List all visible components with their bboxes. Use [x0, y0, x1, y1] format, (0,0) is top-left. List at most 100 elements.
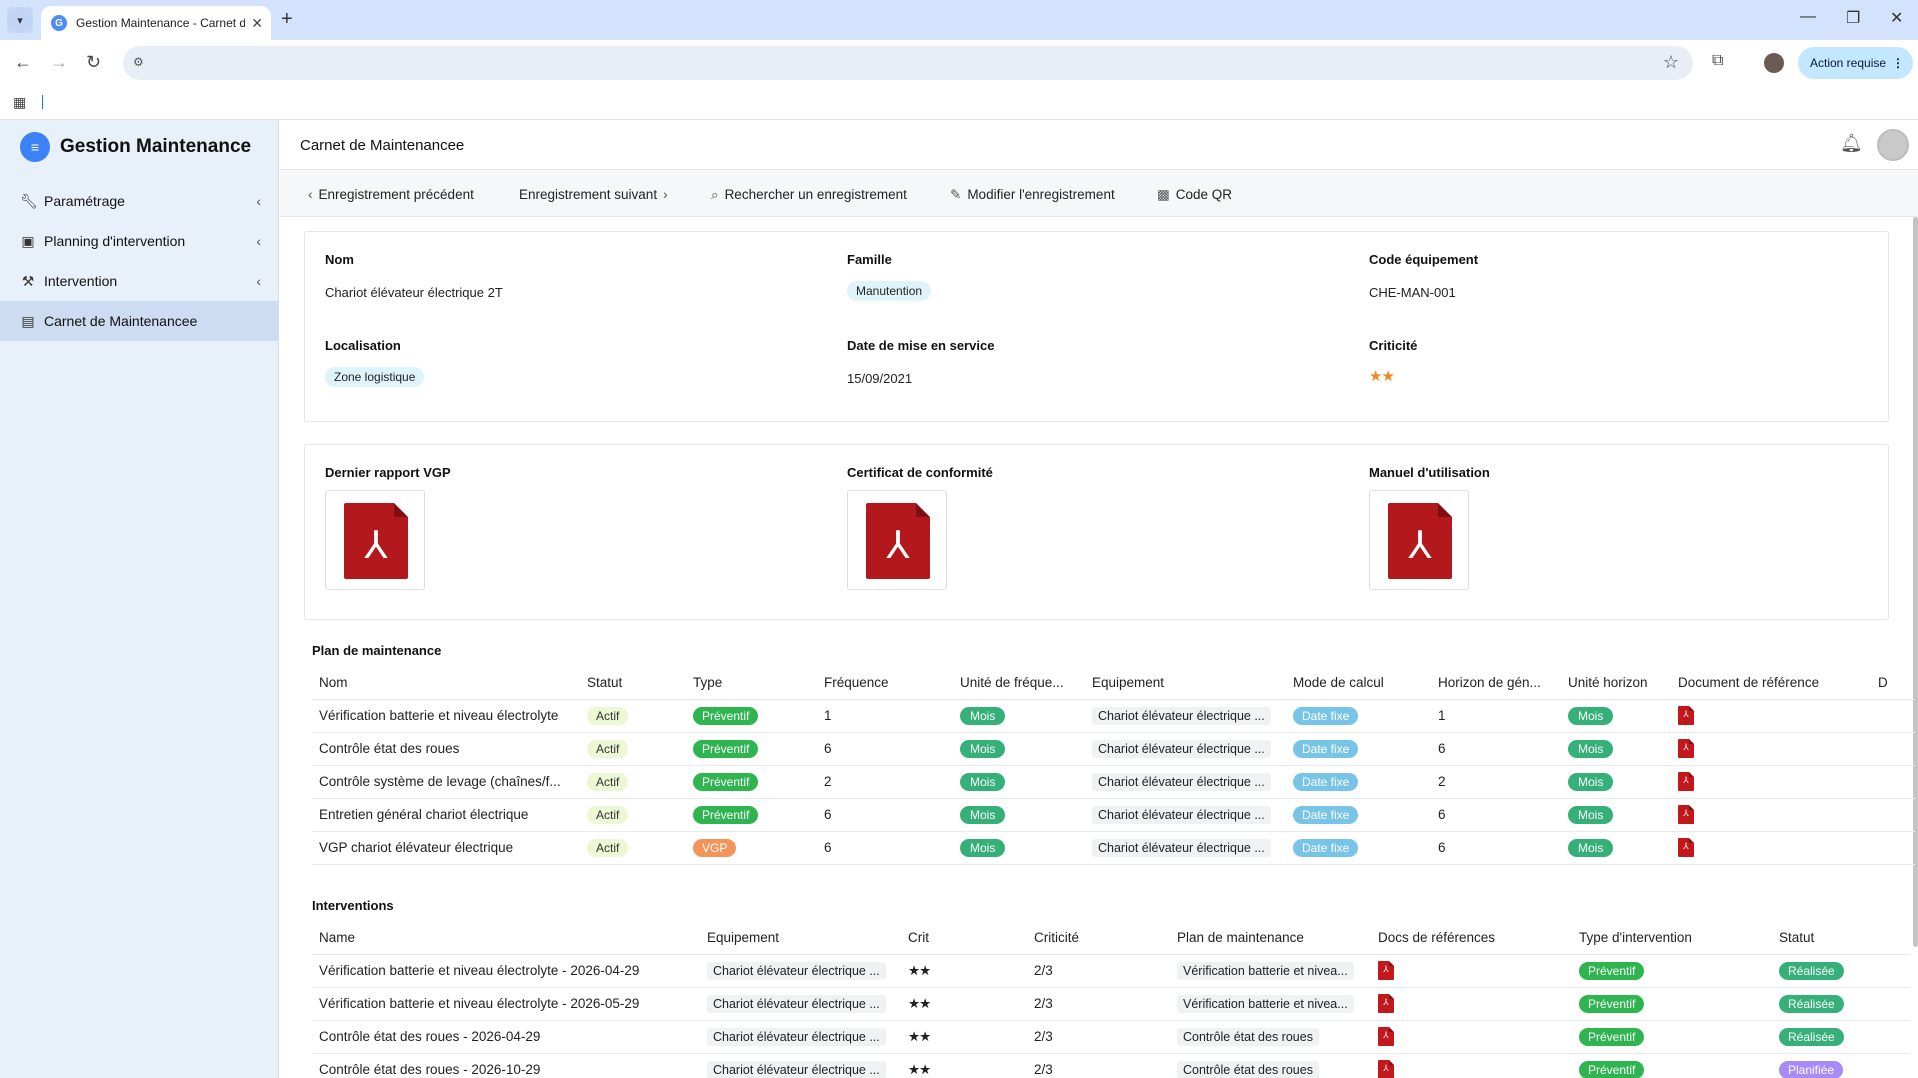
plan-col-header[interactable]: Document de référence [1671, 667, 1871, 700]
pdf-icon[interactable]: ⅄ [1378, 1027, 1394, 1046]
bell-icon[interactable]: 🔔︎ [1840, 133, 1863, 153]
search-record-button[interactable]: ⌕ Rechercher un enregistrement [711, 187, 907, 203]
equipement-link[interactable]: Chariot élévateur électrique ... [1092, 805, 1271, 824]
famille-value: Manutention [847, 281, 932, 301]
plan-col-header[interactable]: Type [686, 667, 817, 700]
pdf-icon[interactable]: ⅄ [1378, 994, 1394, 1013]
equipement-link[interactable]: Chariot élévateur électrique ... [707, 994, 886, 1013]
interventions-col-header[interactable]: Criticité [1027, 922, 1170, 955]
browser-tab[interactable]: G Gestion Maintenance - Carnet de Mainte… [41, 6, 271, 40]
vertical-scrollbar[interactable] [1913, 217, 1918, 947]
interventions-col-header[interactable]: Equipement [700, 922, 901, 955]
reload-icon[interactable]: ↻ [86, 52, 102, 72]
plan-link[interactable]: Vérification batterie et nivea... [1177, 961, 1354, 980]
pdf-icon[interactable]: ⅄ [1678, 805, 1694, 824]
plan-link[interactable]: Vérification batterie et nivea... [1177, 994, 1354, 1013]
type-badge: VGP [693, 839, 737, 857]
pdf-icon[interactable]: ⅄ [1678, 838, 1694, 857]
equipement-link[interactable]: Chariot élévateur électrique ... [1092, 772, 1271, 791]
chevron-down-icon: ▾ [17, 14, 23, 27]
plan-col-header[interactable]: D [1871, 667, 1915, 700]
previous-record-button[interactable]: ‹ Enregistrement précédent [308, 187, 474, 202]
interventions-col-header[interactable]: Statut [1772, 922, 1910, 955]
table-row[interactable]: Contrôle état des roues - 2026-04-29 Cha… [312, 1020, 1910, 1054]
table-row[interactable]: Vérification batterie et niveau électrol… [312, 954, 1910, 988]
interventions-col-header[interactable]: Docs de références [1371, 922, 1572, 955]
plan-col-header[interactable]: Mode de calcul [1286, 667, 1431, 700]
table-row[interactable]: Contrôle état des roues - 2026-10-29 Cha… [312, 1053, 1910, 1078]
plan-col-header[interactable]: Horizon de gén... [1431, 667, 1561, 700]
tab-search-button[interactable]: ▾ [7, 7, 33, 33]
sidebar-item-planning[interactable]: ▣ Planning d'intervention ‹ [0, 221, 279, 261]
code-value: CHE-MAN-001 [1369, 285, 1456, 300]
apps-grid-icon[interactable]: ▦ [13, 94, 27, 110]
vgp-pdf-thumbnail[interactable]: ⅄ [325, 490, 425, 590]
close-window-icon[interactable]: ✕ [1890, 10, 1904, 27]
action-required-label: Action requise [1810, 56, 1887, 70]
app-logo-icon: ≡ [20, 132, 50, 162]
action-required-button[interactable]: Action requise ⋮ [1798, 47, 1913, 79]
forward-icon[interactable]: → [50, 52, 68, 72]
profile-avatar[interactable] [1764, 53, 1784, 73]
plan-col-header[interactable]: Unité de fréque... [953, 667, 1085, 700]
mode-badge: Date fixe [1293, 806, 1359, 824]
equipement-link[interactable]: Chariot élévateur électrique ... [1092, 706, 1271, 725]
pdf-icon[interactable]: ⅄ [1378, 1060, 1394, 1078]
table-row[interactable]: Vérification batterie et niveau électrol… [312, 987, 1910, 1021]
intervention-name: Contrôle état des roues - 2026-10-29 [312, 1053, 700, 1078]
table-row[interactable]: Vérification batterie et niveau électrol… [312, 699, 1915, 733]
manuel-pdf-thumbnail[interactable]: ⅄ [1369, 490, 1469, 590]
table-row[interactable]: Contrôle état des roues Actif Préventif … [312, 732, 1915, 766]
sidebar-item-parametrage[interactable]: 🔧︎ Paramétrage ‹ [0, 181, 279, 221]
sidebar-item-carnet[interactable]: ▤ Carnet de Maintenancee [0, 301, 279, 341]
table-row[interactable]: Entretien général chariot électrique Act… [312, 798, 1915, 832]
sidebar-item-intervention[interactable]: ⚒ Intervention ‹ [0, 261, 279, 301]
interventions-col-header[interactable]: Name [312, 922, 700, 955]
pdf-icon[interactable]: ⅄ [1678, 739, 1694, 758]
pdf-icon[interactable]: ⅄ [1378, 961, 1394, 980]
address-bar[interactable]: ⚙ ☆ [123, 46, 1693, 80]
mode-badge: Date fixe [1293, 839, 1359, 857]
interventions-col-header[interactable]: Type d'intervention [1572, 922, 1772, 955]
plan-col-header[interactable]: Unité horizon [1561, 667, 1671, 700]
restore-icon[interactable]: ❐ [1846, 10, 1861, 27]
bookmark-star-icon[interactable]: ☆ [1662, 52, 1679, 72]
equipement-link[interactable]: Chariot élévateur électrique ... [1092, 739, 1271, 758]
plan-section-title: Plan de maintenance [312, 643, 442, 658]
table-row[interactable]: VGP chariot élévateur électrique Actif V… [312, 831, 1915, 865]
manuel-label: Manuel d'utilisation [1369, 465, 1490, 480]
qr-code-button[interactable]: ▩ Code QR [1157, 187, 1232, 203]
plan-col-header[interactable]: Nom [312, 667, 580, 700]
type-badge: Préventif [1579, 1061, 1645, 1078]
edit-record-button[interactable]: ✎ Modifier l'enregistrement [950, 187, 1115, 203]
brand[interactable]: ≡ Gestion Maintenance [20, 132, 251, 162]
user-avatar[interactable] [1877, 129, 1909, 161]
back-icon[interactable]: ← [14, 52, 32, 72]
pdf-icon[interactable]: ⅄ [1678, 706, 1694, 725]
interventions-col-header[interactable]: Crit [901, 922, 1027, 955]
close-tab-icon[interactable]: ✕ [251, 14, 263, 31]
date-value: 15/09/2021 [847, 371, 913, 386]
interventions-header-row: Name Equipement Crit Criticité Plan de m… [312, 922, 1910, 955]
plan-header-row: Nom Statut Type Fréquence Unité de fréqu… [312, 667, 1915, 700]
next-record-button[interactable]: Enregistrement suivant › [519, 187, 668, 202]
plan-link[interactable]: Contrôle état des roues [1177, 1060, 1319, 1078]
plan-col-header[interactable]: Equipement [1085, 667, 1286, 700]
interventions-col-header[interactable]: Plan de maintenance [1170, 922, 1371, 955]
certificat-pdf-thumbnail[interactable]: ⅄ [847, 490, 947, 590]
equipement-link[interactable]: Chariot élévateur électrique ... [707, 961, 886, 980]
pdf-icon[interactable]: ⅄ [1678, 772, 1694, 791]
plan-link[interactable]: Contrôle état des roues [1177, 1027, 1319, 1046]
equipement-link[interactable]: Chariot élévateur électrique ... [707, 1027, 886, 1046]
equipement-link[interactable]: Chariot élévateur électrique ... [1092, 838, 1271, 857]
minimize-icon[interactable]: — [1800, 8, 1816, 25]
horizon: 1 [1431, 699, 1561, 733]
equipement-link[interactable]: Chariot élévateur électrique ... [707, 1060, 886, 1078]
plan-col-header[interactable]: Fréquence [817, 667, 953, 700]
plan-col-header[interactable]: Statut [580, 667, 686, 700]
new-tab-button[interactable]: + [281, 8, 293, 30]
criticite-value: 2/3 [1027, 1020, 1170, 1054]
extensions-icon[interactable]: ⧉ [1712, 52, 1724, 69]
table-row[interactable]: Contrôle système de levage (chaînes/f...… [312, 765, 1915, 799]
site-settings-icon[interactable]: ⚙ [133, 55, 144, 69]
